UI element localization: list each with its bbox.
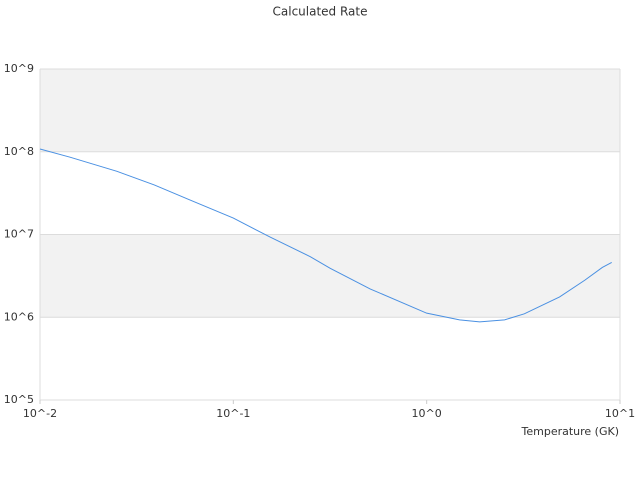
x-tick-label: 10^-2 bbox=[23, 407, 57, 420]
y-tick-label: 10^9 bbox=[4, 62, 34, 75]
data-line bbox=[39, 148, 612, 323]
chart-title: Calculated Rate bbox=[273, 5, 368, 19]
x-tick-label: 10^1 bbox=[605, 407, 635, 420]
x-tick-label: 10^-1 bbox=[216, 407, 250, 420]
y-tick-label: 10^5 bbox=[4, 393, 34, 406]
grid-band bbox=[40, 234, 620, 318]
y-tick-label: 10^8 bbox=[4, 145, 34, 158]
x-tick-label: 10^0 bbox=[412, 407, 442, 420]
x-axis-label: Temperature (GK) bbox=[521, 425, 620, 438]
grid-band bbox=[40, 69, 620, 152]
y-tick-label: 10^6 bbox=[4, 310, 34, 323]
y-tick-label: 10^7 bbox=[4, 228, 34, 241]
